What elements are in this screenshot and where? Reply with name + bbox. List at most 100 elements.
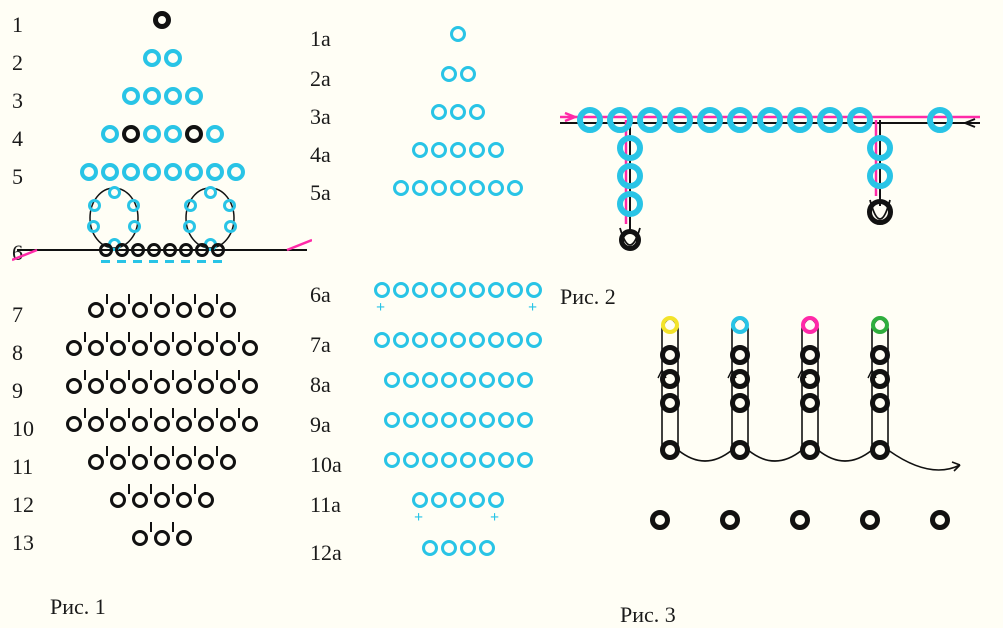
tick [194, 446, 196, 456]
bead [132, 302, 148, 318]
tick [106, 332, 108, 342]
bead [412, 282, 428, 298]
tick [172, 332, 174, 342]
bead [198, 454, 214, 470]
bead [110, 492, 126, 508]
bead [88, 199, 101, 212]
bead [110, 454, 126, 470]
dash [117, 260, 126, 263]
bead [617, 191, 643, 217]
bead [927, 107, 953, 133]
bead [198, 416, 214, 432]
bead [757, 107, 783, 133]
bead [403, 412, 419, 428]
tick [84, 370, 86, 380]
bead [488, 180, 504, 196]
tick [216, 332, 218, 342]
row-label: 10a [310, 452, 342, 478]
bead [132, 378, 148, 394]
bead [730, 345, 750, 365]
bead [800, 369, 820, 389]
bead [431, 492, 447, 508]
bead [469, 180, 485, 196]
bead [206, 125, 224, 143]
bead [727, 107, 753, 133]
bead [108, 186, 121, 199]
tick [128, 294, 130, 304]
tick [194, 294, 196, 304]
bead [460, 372, 476, 388]
bead [110, 340, 126, 356]
bead [384, 372, 400, 388]
bead [517, 372, 533, 388]
bead [242, 378, 258, 394]
bead [110, 416, 126, 432]
bead [198, 340, 214, 356]
bead [384, 412, 400, 428]
bead [870, 369, 890, 389]
bead [787, 107, 813, 133]
bead [867, 163, 893, 189]
bead [817, 107, 843, 133]
bead [469, 332, 485, 348]
bead [220, 454, 236, 470]
tick [150, 294, 152, 304]
bead [479, 452, 495, 468]
bead [450, 492, 466, 508]
plus-mark: + [376, 299, 385, 317]
bead [870, 345, 890, 365]
bead [460, 540, 476, 556]
bead [66, 340, 82, 356]
bead [697, 107, 723, 133]
bead [441, 540, 457, 556]
bead [195, 243, 209, 257]
bead [101, 125, 119, 143]
bead [469, 282, 485, 298]
bead [198, 302, 214, 318]
tick [150, 370, 152, 380]
figure-3 [620, 310, 970, 570]
bead [661, 316, 679, 334]
row-label: 11a [310, 492, 341, 518]
row-label: 8 [12, 340, 23, 366]
bead [507, 332, 523, 348]
figure-2 [560, 100, 980, 280]
bead [374, 282, 390, 298]
row-label: 9 [12, 378, 23, 404]
bead [498, 452, 514, 468]
bead [441, 372, 457, 388]
bead [88, 302, 104, 318]
bead [154, 416, 170, 432]
bead [412, 492, 428, 508]
bead [488, 142, 504, 158]
row-label: 12a [310, 540, 342, 566]
bead [479, 372, 495, 388]
row-label: 10 [12, 416, 34, 442]
dash [101, 260, 110, 263]
bead [867, 135, 893, 161]
tick [150, 332, 152, 342]
bead [507, 180, 523, 196]
bead [517, 412, 533, 428]
tick [238, 370, 240, 380]
tick [172, 446, 174, 456]
bead [469, 104, 485, 120]
bead [143, 125, 161, 143]
bead [431, 104, 447, 120]
bead [488, 282, 504, 298]
tick [172, 484, 174, 494]
dash [165, 260, 174, 263]
tick [106, 294, 108, 304]
bead [164, 125, 182, 143]
tick [128, 332, 130, 342]
bead [164, 87, 182, 105]
bead [153, 11, 171, 29]
bead [115, 243, 129, 257]
bead [431, 282, 447, 298]
figure-caption: Рис. 3 [620, 602, 676, 628]
bead [867, 199, 893, 225]
bead [374, 332, 390, 348]
bead [403, 372, 419, 388]
bead [507, 282, 523, 298]
bead [198, 378, 214, 394]
